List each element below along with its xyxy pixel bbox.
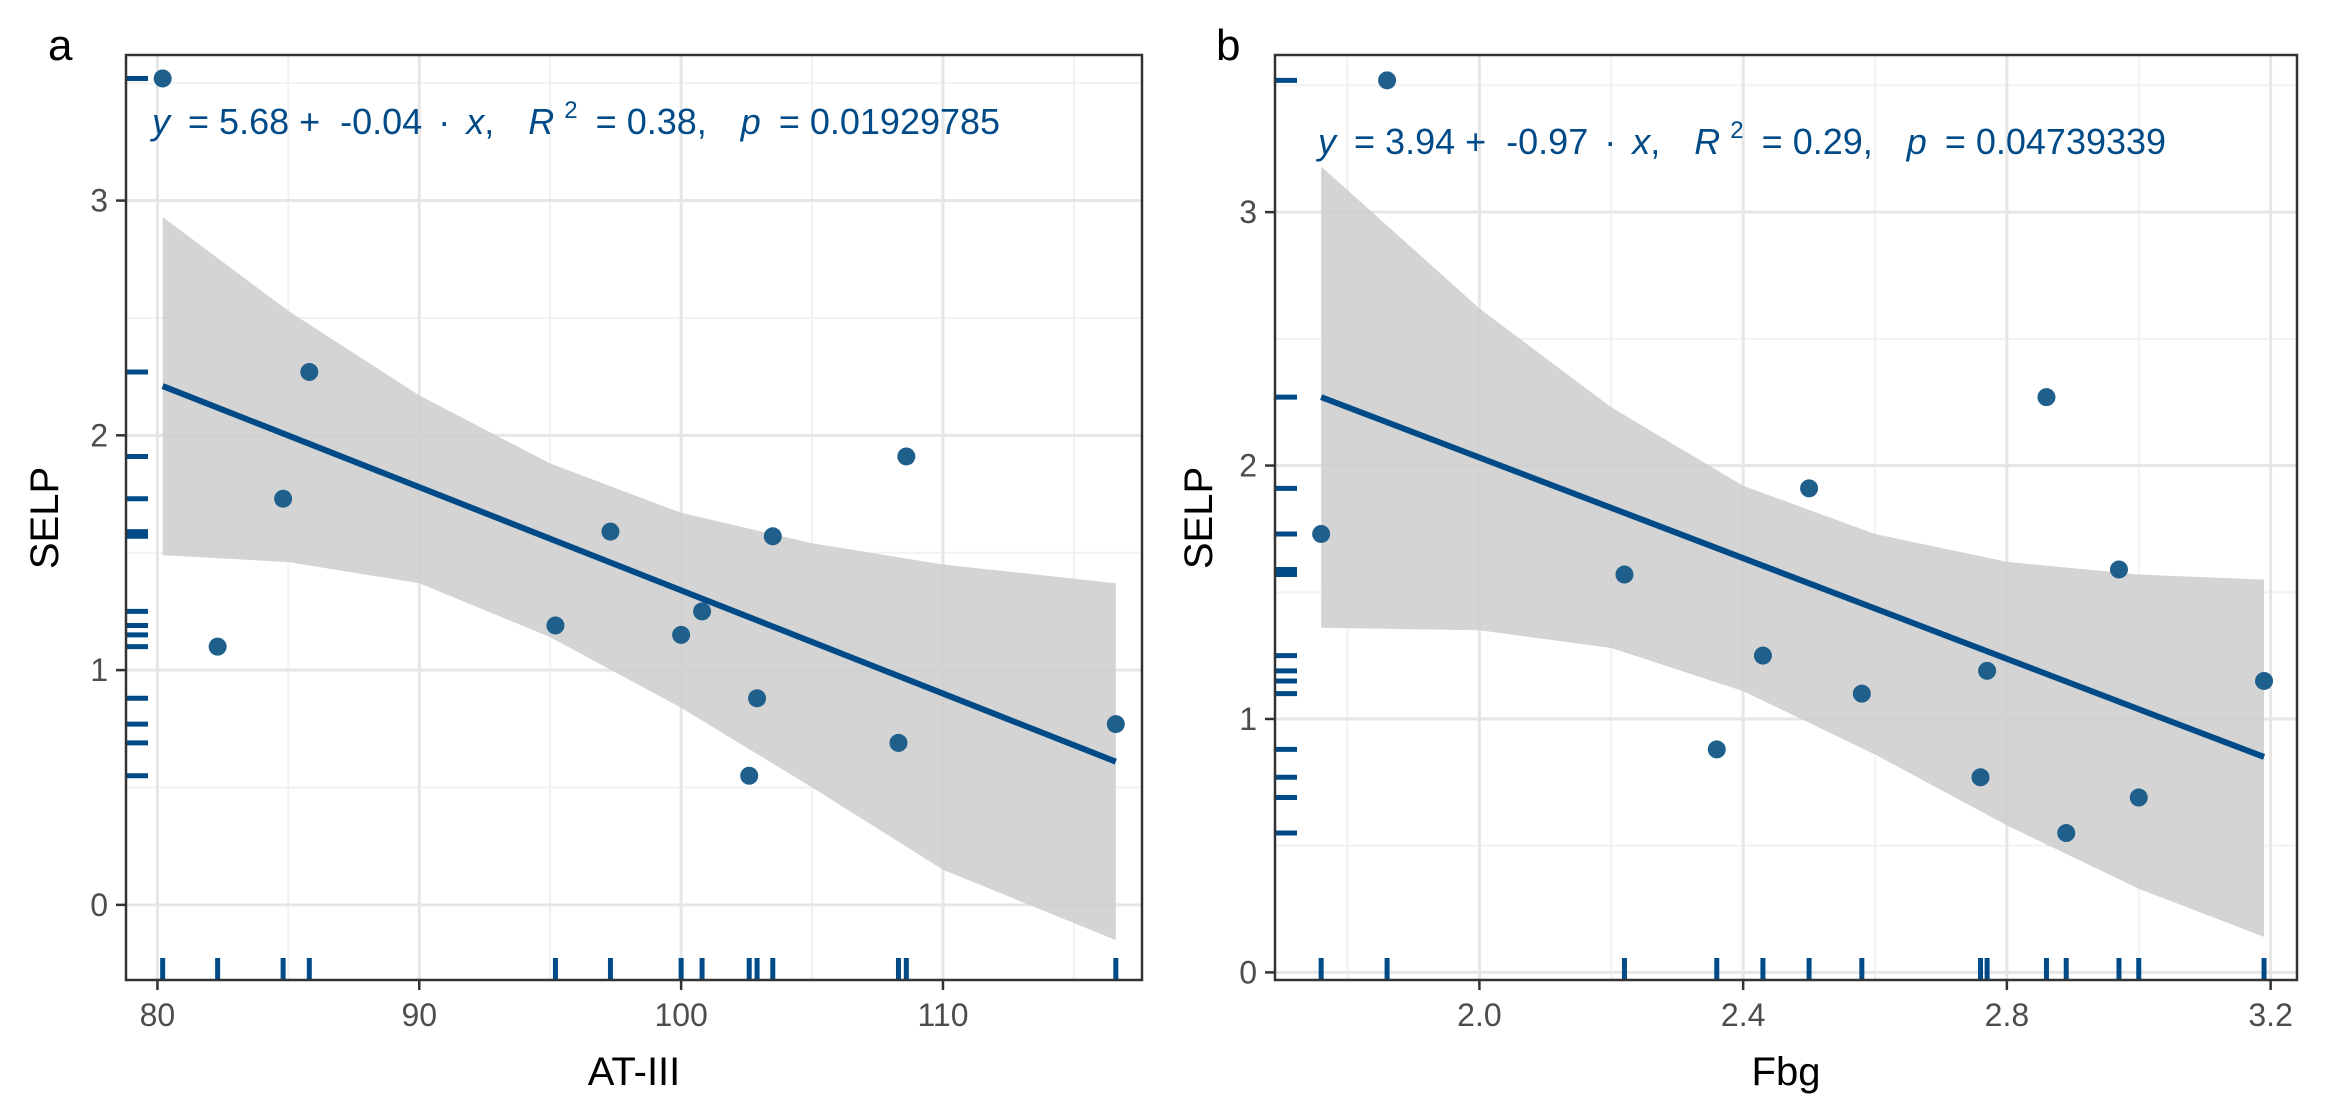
data-point [2109, 560, 2128, 579]
data-point [693, 602, 712, 621]
data-point [740, 766, 759, 785]
data-point [889, 733, 908, 752]
data-point [2129, 788, 2148, 807]
panel-b-frame [1273, 53, 2299, 982]
panel-b-x-ticks: 2.0 2.4 2.8 3.2 [1457, 980, 2293, 1033]
eq-r2-sup: 2 [1730, 117, 1743, 144]
eq-slope: -0.97 [1506, 121, 1588, 162]
panel-b-y-axis-title: SELP [1177, 467, 1221, 569]
data-point [153, 69, 172, 88]
panel-a-equation: y = 5.68 + -0.04 · x, R 2 = 0.38, p = 0.… [149, 85, 1000, 142]
panel-a-x-axis-title: AT-III [588, 1050, 681, 1094]
panel-b-rugs [1275, 77, 2267, 980]
data-point [300, 362, 319, 381]
panel-a-confidence-band [162, 217, 1116, 941]
eq-y-symbol: y [1315, 121, 1338, 162]
y-tick-label: 0 [90, 887, 108, 923]
data-point [1800, 479, 1819, 498]
eq-p-symbol: p [1906, 121, 1927, 162]
eq-slope: -0.04 [340, 101, 422, 142]
panel-a-rugs [126, 75, 1119, 980]
y-tick-label: 2 [1239, 448, 1257, 484]
data-point [2057, 824, 2076, 843]
eq-p-symbol: p [740, 101, 761, 142]
x-tick-label: 80 [140, 997, 176, 1033]
x-tick-label: 110 [917, 997, 968, 1033]
data-point [672, 625, 691, 644]
x-tick-label: 2.8 [1985, 997, 2029, 1033]
data-point [2255, 671, 2274, 690]
eq-y-symbol: y [149, 101, 172, 142]
data-point [748, 689, 767, 708]
x-tick-label: 2.4 [1721, 997, 1765, 1033]
panel-b-y-ticks: 0 1 2 3 [1239, 194, 1275, 990]
panel-b-equation: y = 3.94 + -0.97 · x, R 2 = 0.29, p = 0.… [1315, 105, 2166, 162]
eq-r2-value: = 0.38, [596, 101, 707, 142]
data-point [1971, 768, 1990, 787]
x-tick-label: 2.0 [1457, 997, 1501, 1033]
panel-a-frame [124, 53, 1144, 982]
y-tick-label: 1 [90, 652, 108, 688]
eq-r2-symbol: R [1694, 121, 1720, 162]
panel-b-regression-line [1320, 394, 2266, 760]
panel-a: a 80 90 100 110 0 1 2 3 y = 5.68 + -0.04 · x, … [23, 21, 1144, 1094]
panel-a-regression-line [161, 383, 1117, 765]
data-point [1378, 71, 1397, 90]
data-point [601, 522, 620, 541]
y-tick-label: 1 [1239, 701, 1257, 737]
y-tick-label: 0 [1239, 954, 1257, 990]
eq-r2-symbol: R [528, 101, 554, 142]
eq-p-value: = 0.01929785 [779, 101, 1000, 142]
data-point [1312, 524, 1331, 543]
panel-a-y-axis-title: SELP [23, 467, 67, 569]
x-tick-label: 100 [654, 997, 707, 1033]
data-point [274, 489, 293, 508]
eq-intercept: = 3.94 + [1354, 121, 1486, 162]
panel-b-letter: b [1216, 21, 1240, 70]
eq-x-symbol: x [464, 101, 486, 142]
panel-b: b 2.0 2.4 2.8 3.2 0 1 2 3 y = 3.94 + -0.97 · x… [1177, 21, 2299, 1094]
eq-r2-value: = 0.29, [1762, 121, 1873, 162]
eq-intercept: = 5.68 + [188, 101, 320, 142]
x-tick-label: 3.2 [2248, 997, 2292, 1033]
panel-b-confidence-band [1321, 166, 2264, 937]
data-point [208, 637, 227, 656]
data-point [763, 527, 782, 546]
data-point [1106, 715, 1125, 734]
panel-a-x-ticks: 80 90 100 110 [140, 980, 968, 1033]
data-point [546, 616, 565, 635]
panel-a-letter: a [48, 21, 73, 70]
data-point [897, 447, 916, 466]
y-tick-label: 3 [1239, 194, 1257, 230]
eq-x-symbol: x [1630, 121, 1652, 162]
panel-b-points [1312, 71, 2274, 843]
data-point [1615, 565, 1634, 584]
x-tick-label: 90 [401, 997, 437, 1033]
data-point [1707, 740, 1726, 759]
data-point [1753, 646, 1772, 665]
y-tick-label: 3 [90, 183, 108, 219]
data-point [2037, 388, 2056, 407]
panel-b-x-axis-title: Fbg [1752, 1050, 1821, 1094]
panel-a-y-ticks: 0 1 2 3 [90, 183, 126, 923]
data-point [1852, 684, 1871, 703]
eq-r2-sup: 2 [564, 97, 577, 124]
y-tick-label: 2 [90, 417, 108, 453]
panel-a-points [153, 69, 1125, 785]
eq-p-value: = 0.04739339 [1945, 121, 2166, 162]
data-point [1978, 661, 1997, 680]
